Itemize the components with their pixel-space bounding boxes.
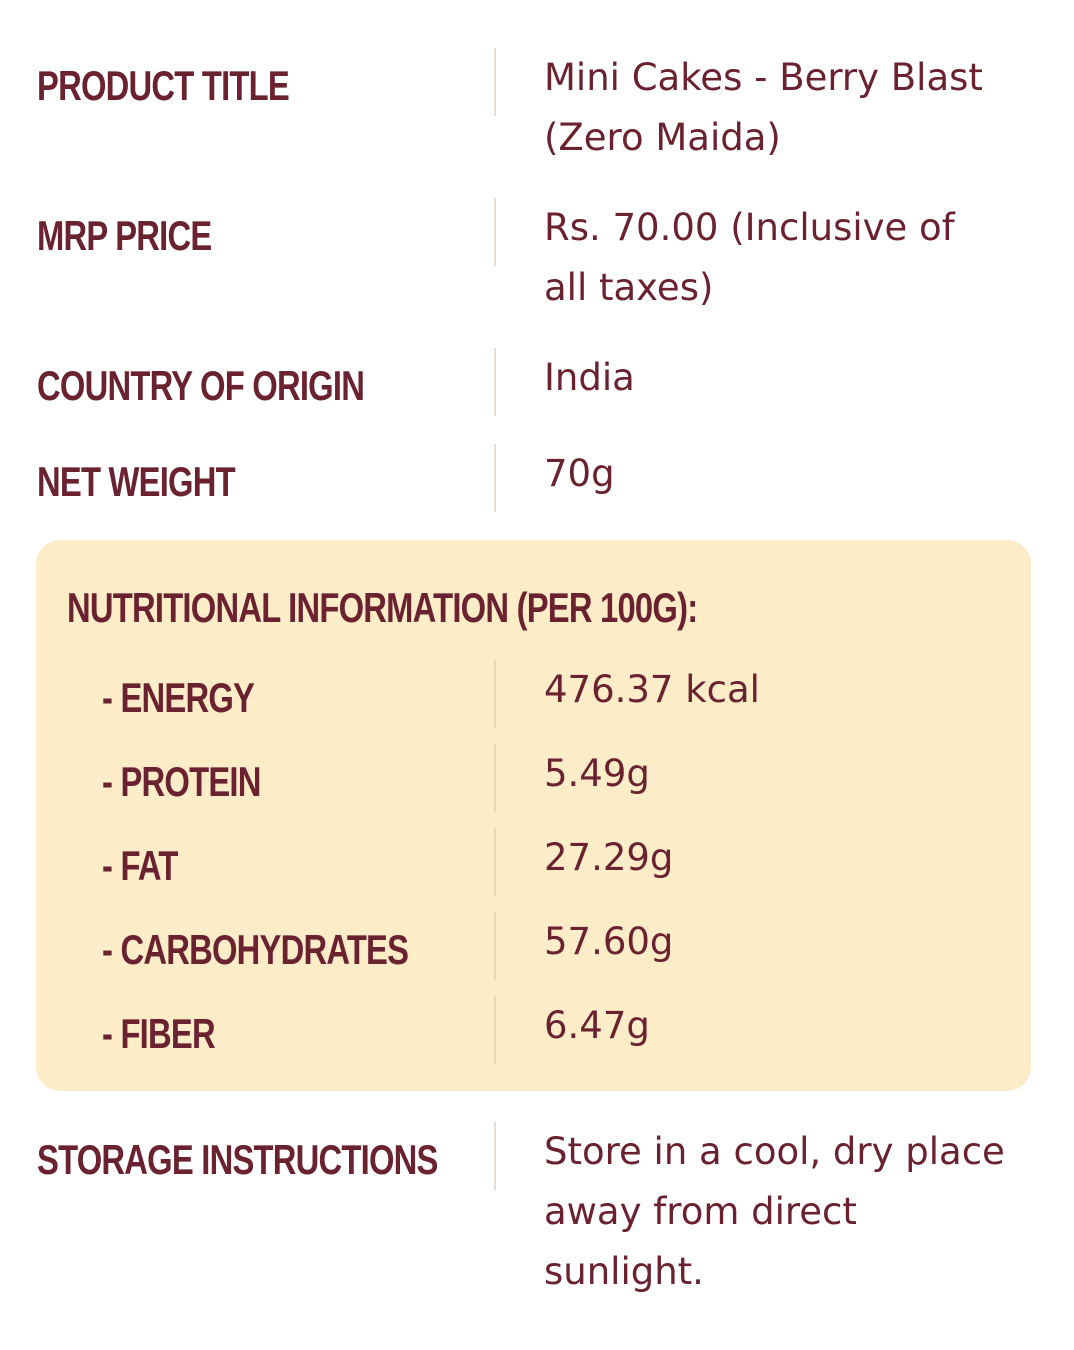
detail-value: Rs. 70.00 (Inclusive of all taxes)	[544, 206, 955, 309]
divider	[494, 912, 496, 980]
detail-value: 70g	[544, 452, 615, 495]
nutrition-value: 27.29g	[544, 836, 674, 879]
nutrition-label: - FAT	[102, 842, 178, 889]
nutrition-label: - FIBER	[102, 1010, 216, 1057]
detail-value: Store in a cool, dry place away from dir…	[544, 1130, 1005, 1293]
detail-value: Mini Cakes - Berry Blast (Zero Maida)	[544, 56, 983, 159]
divider	[494, 828, 496, 896]
divider	[494, 660, 496, 728]
nutrition-heading: NUTRITIONAL INFORMATION (PER 100G):	[67, 584, 698, 631]
detail-label: MRP PRICE	[37, 212, 212, 259]
detail-label: PRODUCT TITLE	[37, 62, 290, 109]
detail-label: NET WEIGHT	[37, 458, 236, 505]
nutrition-label: - CARBOHYDRATES	[102, 926, 409, 973]
nutrition-value: 476.37 kcal	[544, 668, 760, 711]
nutrition-panel	[36, 540, 1031, 1091]
divider	[494, 744, 496, 812]
divider	[494, 996, 496, 1064]
detail-value: India	[544, 356, 635, 399]
nutrition-value: 5.49g	[544, 752, 650, 795]
nutrition-label: - ENERGY	[102, 674, 255, 721]
divider	[494, 444, 496, 512]
detail-label: STORAGE INSTRUCTIONS	[37, 1136, 438, 1183]
divider	[494, 48, 496, 116]
detail-label: COUNTRY OF ORIGIN	[37, 362, 365, 409]
nutrition-label: - PROTEIN	[102, 758, 261, 805]
nutrition-value: 57.60g	[544, 920, 674, 963]
nutrition-value: 6.47g	[544, 1004, 650, 1047]
divider	[494, 198, 496, 266]
divider	[494, 1122, 496, 1190]
divider	[494, 348, 496, 416]
